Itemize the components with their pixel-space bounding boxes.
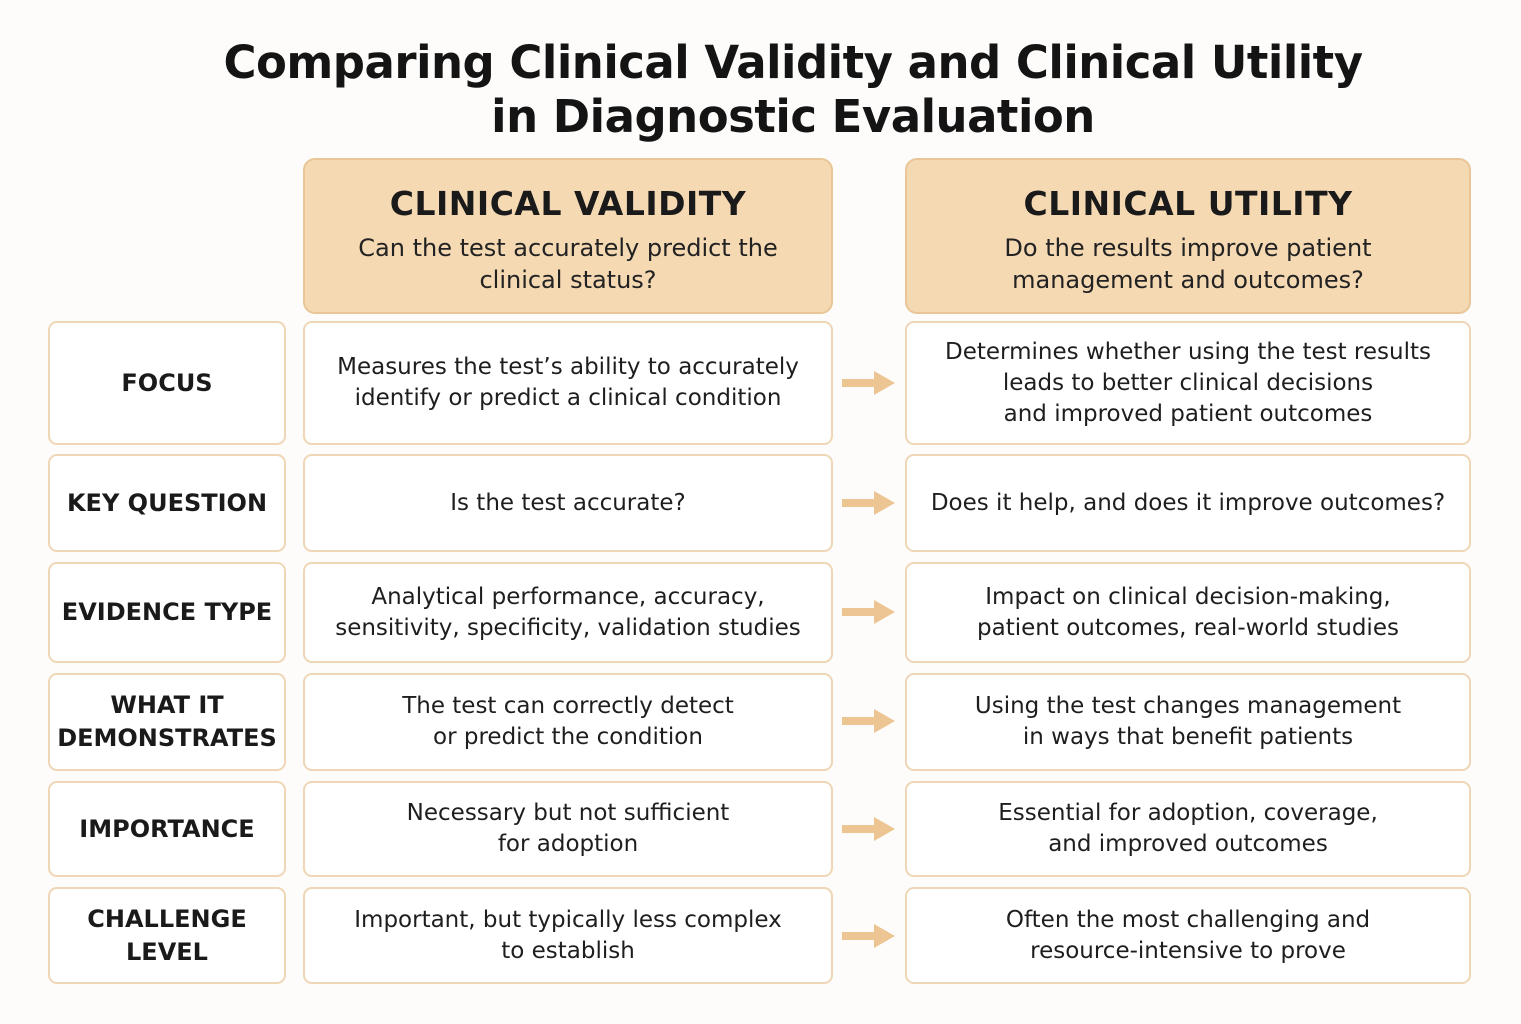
right-arrow-icon [842, 922, 896, 950]
challenge-level-utility-cell: Often the most challenging and resource-… [905, 887, 1471, 984]
what-it-demonstrates-validity-text: The test can correctly detect or predict… [402, 693, 734, 750]
focus-utility-cell: Determines whether using the test result… [905, 321, 1471, 445]
evidence-type-utility-text: Impact on clinical decision-making, pati… [977, 583, 1399, 641]
right-arrow-icon [842, 707, 896, 735]
evidence-type-validity-cell: Analytical performance, accuracy, sensit… [303, 562, 833, 663]
right-arrow-icon [842, 489, 896, 517]
importance-utility-cell: Essential for adoption, coverage, and im… [905, 781, 1471, 877]
right-arrow-icon [842, 598, 896, 626]
clinical-utility-subtitle: Do the results improve patient managemen… [1004, 234, 1372, 294]
right-arrow-icon [842, 815, 896, 843]
title-line-2: in Diagnostic Evaluation [491, 90, 1095, 143]
importance-validity-text: Necessary but not sufficient for adoptio… [406, 800, 730, 857]
clinical-validity-subtitle: Can the test accurately predict the clin… [358, 234, 778, 294]
row-label-evidence-type: EVIDENCE TYPE [48, 562, 286, 663]
row-label-key-question: KEY QUESTION [48, 454, 286, 552]
focus-utility-text: Determines whether using the test result… [945, 338, 1431, 427]
key-question-validity-cell: Is the test accurate? [303, 454, 833, 552]
row-label-text: CHALLENGE LEVEL [87, 904, 247, 966]
page-title: Comparing Clinical Validity and Clinical… [180, 36, 1406, 144]
title-line-1: Comparing Clinical Validity and Clinical… [223, 36, 1363, 89]
what-it-demonstrates-validity-cell: The test can correctly detect or predict… [303, 673, 833, 771]
row-label-text: EVIDENCE TYPE [61, 598, 273, 626]
key-question-utility-cell: Does it help, and does it improve outcom… [905, 454, 1471, 552]
clinical-utility-header: CLINICAL UTILITY Do the results improve … [905, 158, 1471, 314]
key-question-validity-text: Is the test accurate? [450, 489, 686, 516]
row-label-focus: FOCUS [48, 321, 286, 445]
importance-validity-cell: Necessary but not sufficient for adoptio… [303, 781, 833, 877]
challenge-level-validity-text: Important, but typically less complex to… [354, 906, 782, 964]
what-it-demonstrates-utility-text: Using the test changes management in way… [974, 693, 1402, 750]
row-label-text: WHAT IT DEMONSTRATES [57, 691, 277, 752]
focus-validity-text: Measures the test’s ability to accuratel… [337, 354, 799, 411]
clinical-validity-title: CLINICAL VALIDITY [389, 184, 747, 223]
challenge-level-utility-text: Often the most challenging and resource-… [1005, 906, 1371, 964]
row-label-text: FOCUS [121, 368, 213, 397]
challenge-level-validity-cell: Important, but typically less complex to… [303, 887, 833, 984]
evidence-type-validity-text: Analytical performance, accuracy, sensit… [335, 583, 801, 641]
clinical-utility-title: CLINICAL UTILITY [1023, 184, 1353, 223]
row-label-importance: IMPORTANCE [48, 781, 286, 877]
row-label-challenge-level: CHALLENGE LEVEL [48, 887, 286, 984]
importance-utility-text: Essential for adoption, coverage, and im… [998, 800, 1378, 857]
row-label-what-it-demonstrates: WHAT IT DEMONSTRATES [48, 673, 286, 771]
key-question-utility-text: Does it help, and does it improve outcom… [930, 489, 1446, 516]
clinical-validity-header: CLINICAL VALIDITY Can the test accuratel… [303, 158, 833, 314]
evidence-type-utility-cell: Impact on clinical decision-making, pati… [905, 562, 1471, 663]
row-label-text: KEY QUESTION [66, 488, 268, 517]
row-label-text: IMPORTANCE [79, 814, 255, 843]
right-arrow-icon [842, 369, 896, 397]
focus-validity-cell: Measures the test’s ability to accuratel… [303, 321, 833, 445]
what-it-demonstrates-utility-cell: Using the test changes management in way… [905, 673, 1471, 771]
